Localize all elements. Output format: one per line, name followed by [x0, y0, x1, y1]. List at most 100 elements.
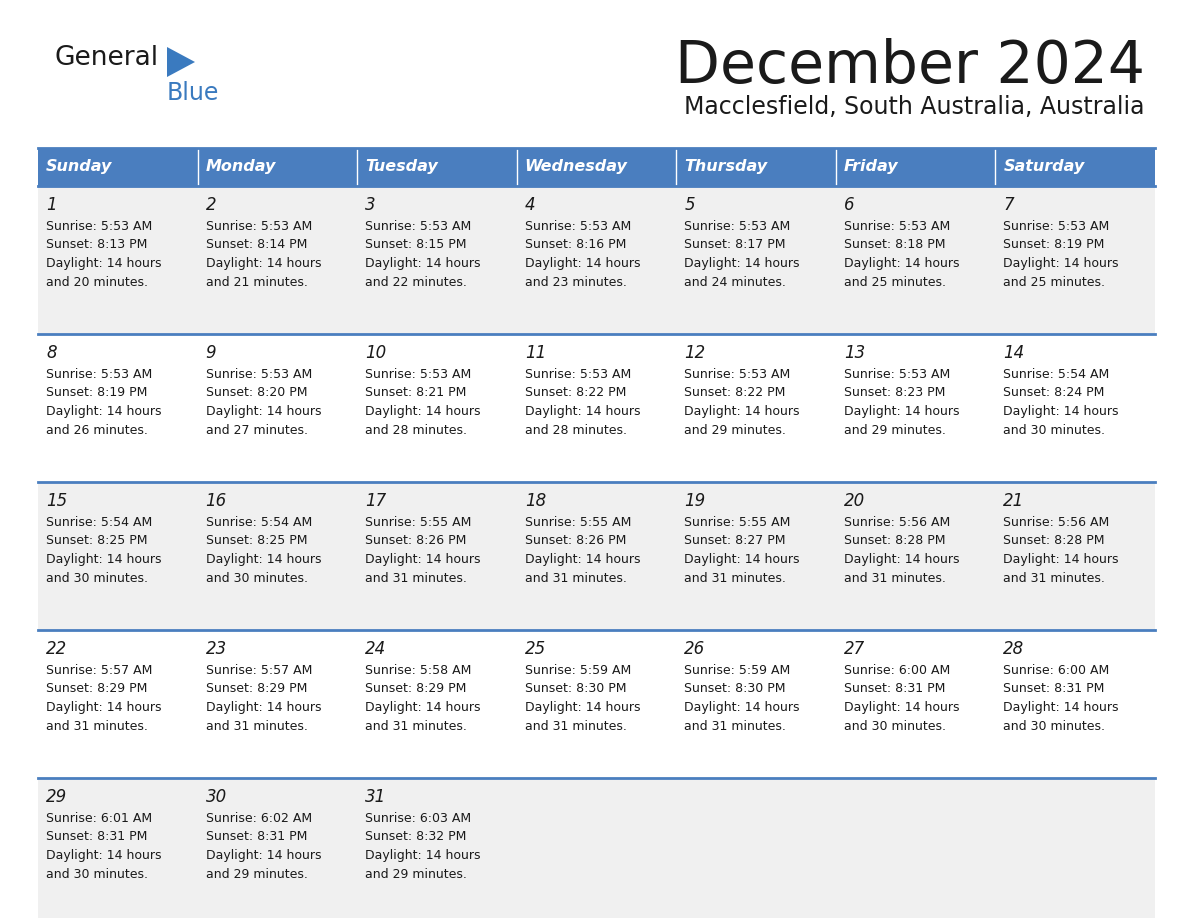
Text: 10: 10 — [365, 344, 386, 362]
Bar — [197, 186, 358, 334]
Bar — [197, 482, 358, 630]
Text: and 31 minutes.: and 31 minutes. — [525, 572, 626, 585]
Text: Daylight: 14 hours: Daylight: 14 hours — [684, 701, 800, 714]
Text: Daylight: 14 hours: Daylight: 14 hours — [365, 553, 481, 566]
Bar — [38, 482, 197, 630]
Text: Sunday: Sunday — [46, 160, 113, 174]
Text: Daylight: 14 hours: Daylight: 14 hours — [365, 701, 481, 714]
Text: 3: 3 — [365, 196, 375, 214]
Text: Monday: Monday — [206, 160, 276, 174]
Text: Daylight: 14 hours: Daylight: 14 hours — [525, 701, 640, 714]
Text: Daylight: 14 hours: Daylight: 14 hours — [525, 553, 640, 566]
Text: and 31 minutes.: and 31 minutes. — [843, 572, 946, 585]
Text: and 31 minutes.: and 31 minutes. — [525, 720, 626, 733]
Bar — [38, 778, 197, 918]
Bar — [197, 778, 358, 918]
Text: and 30 minutes.: and 30 minutes. — [46, 572, 148, 585]
Text: Daylight: 14 hours: Daylight: 14 hours — [684, 257, 800, 270]
Text: 5: 5 — [684, 196, 695, 214]
Text: Daylight: 14 hours: Daylight: 14 hours — [46, 701, 162, 714]
Bar — [676, 148, 836, 186]
Bar — [197, 334, 358, 482]
Text: 29: 29 — [46, 788, 68, 806]
Text: Sunset: 8:25 PM: Sunset: 8:25 PM — [46, 534, 147, 547]
Text: Sunrise: 5:56 AM: Sunrise: 5:56 AM — [1004, 516, 1110, 529]
Text: 14: 14 — [1004, 344, 1025, 362]
Text: and 30 minutes.: and 30 minutes. — [1004, 720, 1105, 733]
Text: Sunrise: 6:02 AM: Sunrise: 6:02 AM — [206, 812, 311, 825]
Text: and 24 minutes.: and 24 minutes. — [684, 275, 786, 288]
Text: and 22 minutes.: and 22 minutes. — [365, 275, 467, 288]
Text: Sunrise: 5:55 AM: Sunrise: 5:55 AM — [684, 516, 791, 529]
Text: Sunrise: 5:53 AM: Sunrise: 5:53 AM — [206, 220, 311, 233]
Text: 20: 20 — [843, 492, 865, 510]
Bar — [517, 334, 676, 482]
Bar — [38, 630, 197, 778]
Text: Daylight: 14 hours: Daylight: 14 hours — [843, 405, 960, 418]
Text: Sunset: 8:17 PM: Sunset: 8:17 PM — [684, 239, 785, 252]
Text: 31: 31 — [365, 788, 386, 806]
Text: Sunrise: 5:53 AM: Sunrise: 5:53 AM — [365, 220, 472, 233]
Text: 6: 6 — [843, 196, 854, 214]
Text: Sunset: 8:21 PM: Sunset: 8:21 PM — [365, 386, 467, 399]
Bar — [38, 334, 197, 482]
Text: Sunrise: 5:53 AM: Sunrise: 5:53 AM — [843, 368, 950, 381]
Text: Daylight: 14 hours: Daylight: 14 hours — [365, 849, 481, 862]
Text: and 28 minutes.: and 28 minutes. — [525, 423, 627, 436]
Text: and 28 minutes.: and 28 minutes. — [365, 423, 467, 436]
Text: Sunrise: 6:00 AM: Sunrise: 6:00 AM — [1004, 664, 1110, 677]
Text: 22: 22 — [46, 640, 68, 658]
Text: Sunrise: 6:03 AM: Sunrise: 6:03 AM — [365, 812, 472, 825]
Text: Sunrise: 5:55 AM: Sunrise: 5:55 AM — [365, 516, 472, 529]
Bar — [358, 778, 517, 918]
Polygon shape — [168, 47, 195, 77]
Text: Daylight: 14 hours: Daylight: 14 hours — [46, 849, 162, 862]
Text: Thursday: Thursday — [684, 160, 767, 174]
Text: and 31 minutes.: and 31 minutes. — [684, 720, 786, 733]
Text: Sunset: 8:22 PM: Sunset: 8:22 PM — [684, 386, 785, 399]
Text: and 27 minutes.: and 27 minutes. — [206, 423, 308, 436]
Text: Sunset: 8:26 PM: Sunset: 8:26 PM — [365, 534, 467, 547]
Text: Friday: Friday — [843, 160, 898, 174]
Text: Sunrise: 6:00 AM: Sunrise: 6:00 AM — [843, 664, 950, 677]
Bar — [517, 630, 676, 778]
Bar — [836, 334, 996, 482]
Text: 18: 18 — [525, 492, 546, 510]
Text: and 31 minutes.: and 31 minutes. — [46, 720, 147, 733]
Text: and 31 minutes.: and 31 minutes. — [1004, 572, 1105, 585]
Text: Sunrise: 5:53 AM: Sunrise: 5:53 AM — [684, 220, 790, 233]
Text: Sunrise: 5:53 AM: Sunrise: 5:53 AM — [46, 368, 152, 381]
Text: 19: 19 — [684, 492, 706, 510]
Bar — [996, 482, 1155, 630]
Text: Sunset: 8:28 PM: Sunset: 8:28 PM — [843, 534, 946, 547]
Text: and 30 minutes.: and 30 minutes. — [843, 720, 946, 733]
Bar — [517, 186, 676, 334]
Text: and 29 minutes.: and 29 minutes. — [843, 423, 946, 436]
Text: Daylight: 14 hours: Daylight: 14 hours — [684, 405, 800, 418]
Bar — [836, 482, 996, 630]
Text: Sunset: 8:26 PM: Sunset: 8:26 PM — [525, 534, 626, 547]
Text: Sunrise: 5:53 AM: Sunrise: 5:53 AM — [46, 220, 152, 233]
Text: Sunset: 8:25 PM: Sunset: 8:25 PM — [206, 534, 307, 547]
Text: 2: 2 — [206, 196, 216, 214]
Bar — [517, 778, 676, 918]
Text: Daylight: 14 hours: Daylight: 14 hours — [1004, 701, 1119, 714]
Text: December 2024: December 2024 — [675, 38, 1145, 95]
Bar — [358, 148, 517, 186]
Text: Sunrise: 5:54 AM: Sunrise: 5:54 AM — [206, 516, 311, 529]
Text: Sunset: 8:19 PM: Sunset: 8:19 PM — [1004, 239, 1105, 252]
Text: Daylight: 14 hours: Daylight: 14 hours — [843, 701, 960, 714]
Text: 9: 9 — [206, 344, 216, 362]
Text: Sunrise: 5:56 AM: Sunrise: 5:56 AM — [843, 516, 950, 529]
Text: Sunset: 8:14 PM: Sunset: 8:14 PM — [206, 239, 307, 252]
Text: Sunset: 8:31 PM: Sunset: 8:31 PM — [46, 831, 147, 844]
Text: Daylight: 14 hours: Daylight: 14 hours — [206, 701, 321, 714]
Text: and 23 minutes.: and 23 minutes. — [525, 275, 626, 288]
Text: Sunset: 8:29 PM: Sunset: 8:29 PM — [206, 682, 307, 696]
Text: Sunset: 8:24 PM: Sunset: 8:24 PM — [1004, 386, 1105, 399]
Text: Sunrise: 5:55 AM: Sunrise: 5:55 AM — [525, 516, 631, 529]
Bar — [676, 334, 836, 482]
Text: and 31 minutes.: and 31 minutes. — [206, 720, 308, 733]
Text: Daylight: 14 hours: Daylight: 14 hours — [1004, 257, 1119, 270]
Bar — [676, 630, 836, 778]
